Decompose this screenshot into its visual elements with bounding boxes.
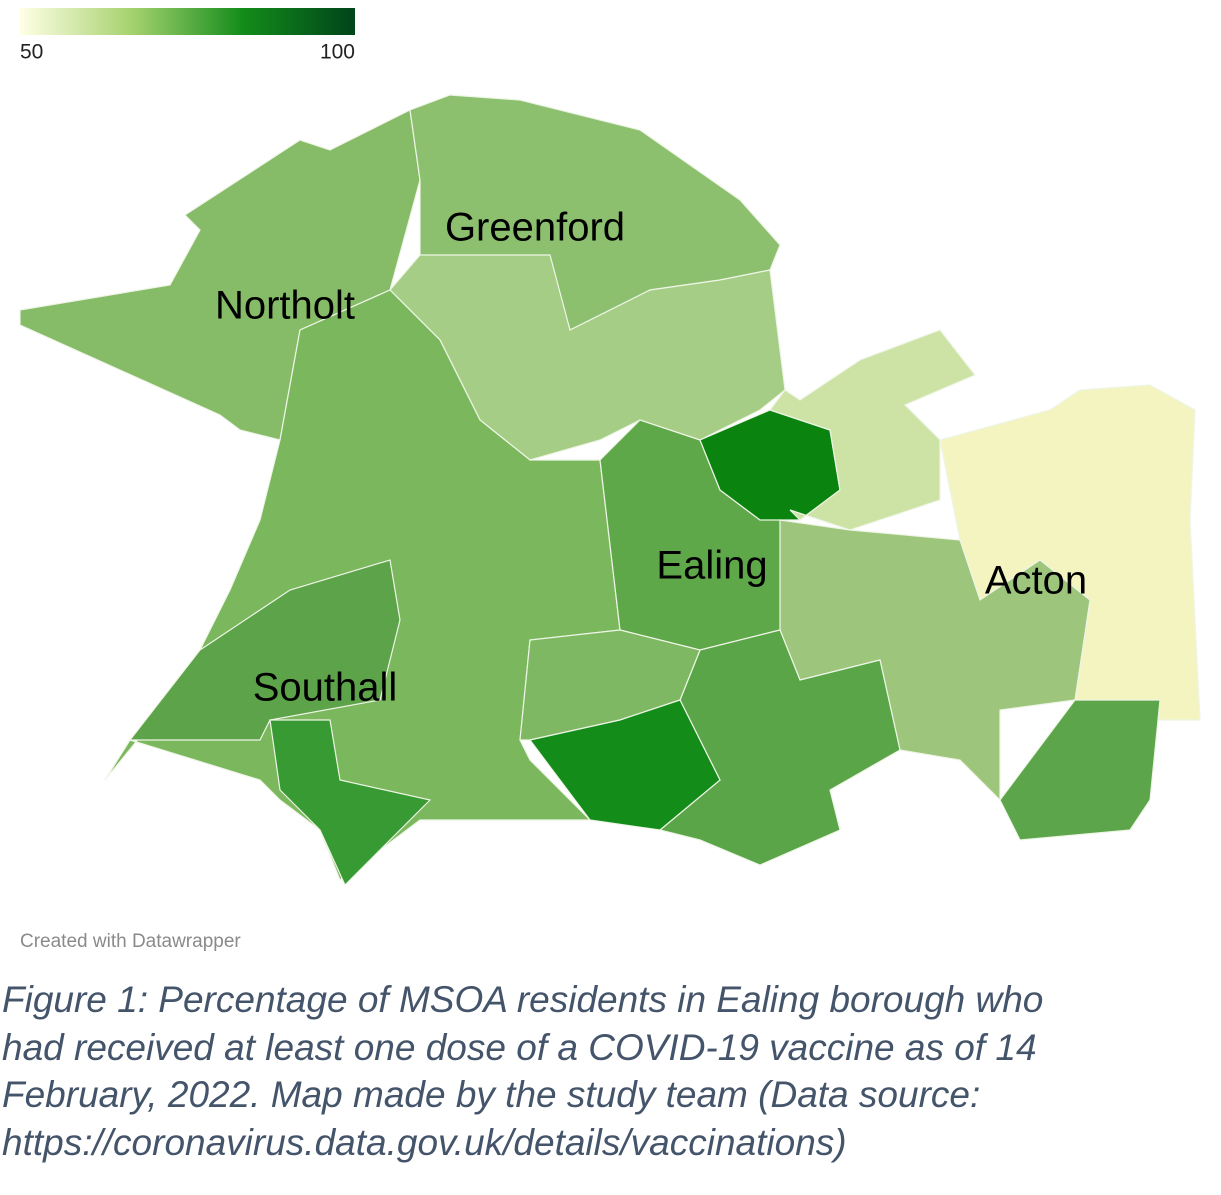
region xyxy=(528,699,721,831)
region xyxy=(128,559,401,741)
caption-line: February, 2022. Map made by the study te… xyxy=(2,1074,980,1115)
credit: Created with Datawrapper xyxy=(20,931,241,952)
legend-gradient xyxy=(20,8,355,35)
place-label: Northolt xyxy=(215,284,355,328)
legend-tick-label: 50 xyxy=(20,41,43,64)
place-label: Southall xyxy=(253,666,398,710)
place-label: Ealing xyxy=(656,544,767,588)
map-regions xyxy=(19,94,1201,887)
legend-tick-label: 100 xyxy=(320,41,355,64)
region xyxy=(269,719,432,887)
caption-line: had received at least one dose of a COVI… xyxy=(2,1027,1037,1068)
caption-line: https://coronavirus.data.gov.uk/details/… xyxy=(2,1122,847,1163)
region xyxy=(769,329,976,531)
place-label: Greenford xyxy=(445,206,625,250)
place-label: Acton xyxy=(985,559,1087,603)
region xyxy=(999,699,1161,841)
caption: Figure 1: Percentage of MSOA residents i… xyxy=(2,979,1043,1163)
caption-line: Figure 1: Percentage of MSOA residents i… xyxy=(2,979,1043,1020)
